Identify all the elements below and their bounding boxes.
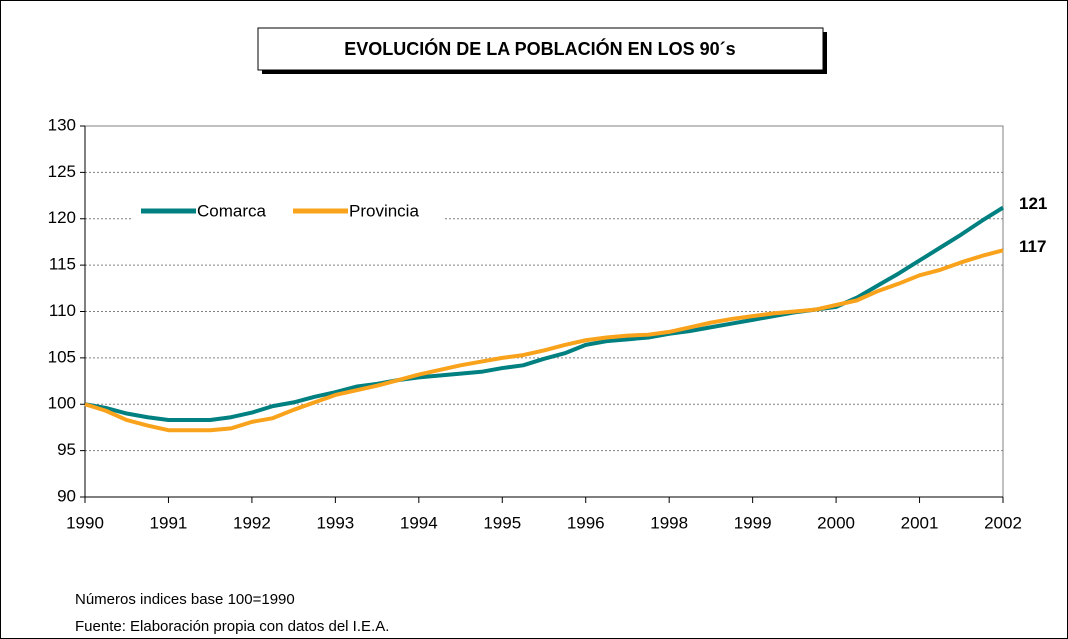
x-tick-label: 1999: [734, 513, 772, 532]
value-label: 117: [1019, 237, 1046, 256]
x-tick-label: 2000: [817, 513, 855, 532]
title-box: [257, 27, 824, 71]
x-tick-label: 1991: [150, 513, 188, 532]
x-tick-label: 2002: [984, 513, 1022, 532]
x-tick-label: 1990: [66, 513, 104, 532]
x-tick-label: 1993: [316, 513, 354, 532]
y-tick-label: 120: [48, 208, 76, 227]
x-tick-label: 2001: [901, 513, 939, 532]
x-tick-label: 1998: [650, 513, 688, 532]
y-tick-label: 105: [48, 347, 76, 366]
y-tick-label: 110: [49, 301, 76, 320]
legend-label: Provincia: [349, 201, 419, 220]
legend-box: [133, 200, 445, 222]
note: Números indices base 100=1990: [75, 591, 295, 608]
labels: 90 95 100 105 110 115 120 125 130 1990 1991 1992 199…: [48, 115, 1048, 634]
y-tick-label: 125: [48, 162, 76, 181]
y-tick-label: 115: [49, 255, 76, 274]
y-tick-label: 90: [57, 486, 76, 505]
series-line: [84, 248, 1004, 433]
lines: [84, 205, 1005, 433]
y-tick-label: 100: [48, 394, 76, 413]
chart-title: EVOLUCIÓN DE LA POBLACIÓN EN LOS 90´s: [344, 38, 735, 59]
x-tick-label: 1994: [400, 513, 438, 532]
x-tick-label: 1995: [483, 513, 521, 532]
legend-label: Comarca: [197, 201, 267, 220]
y-tick-label: 95: [57, 440, 76, 459]
value-label: 121: [1019, 194, 1047, 213]
x-tick-label: 1996: [567, 513, 605, 532]
y-tick-label: 130: [48, 115, 76, 134]
note: Fuente: Elaboración propia con datos del…: [75, 618, 389, 635]
x-tick-label: 1992: [233, 513, 271, 532]
